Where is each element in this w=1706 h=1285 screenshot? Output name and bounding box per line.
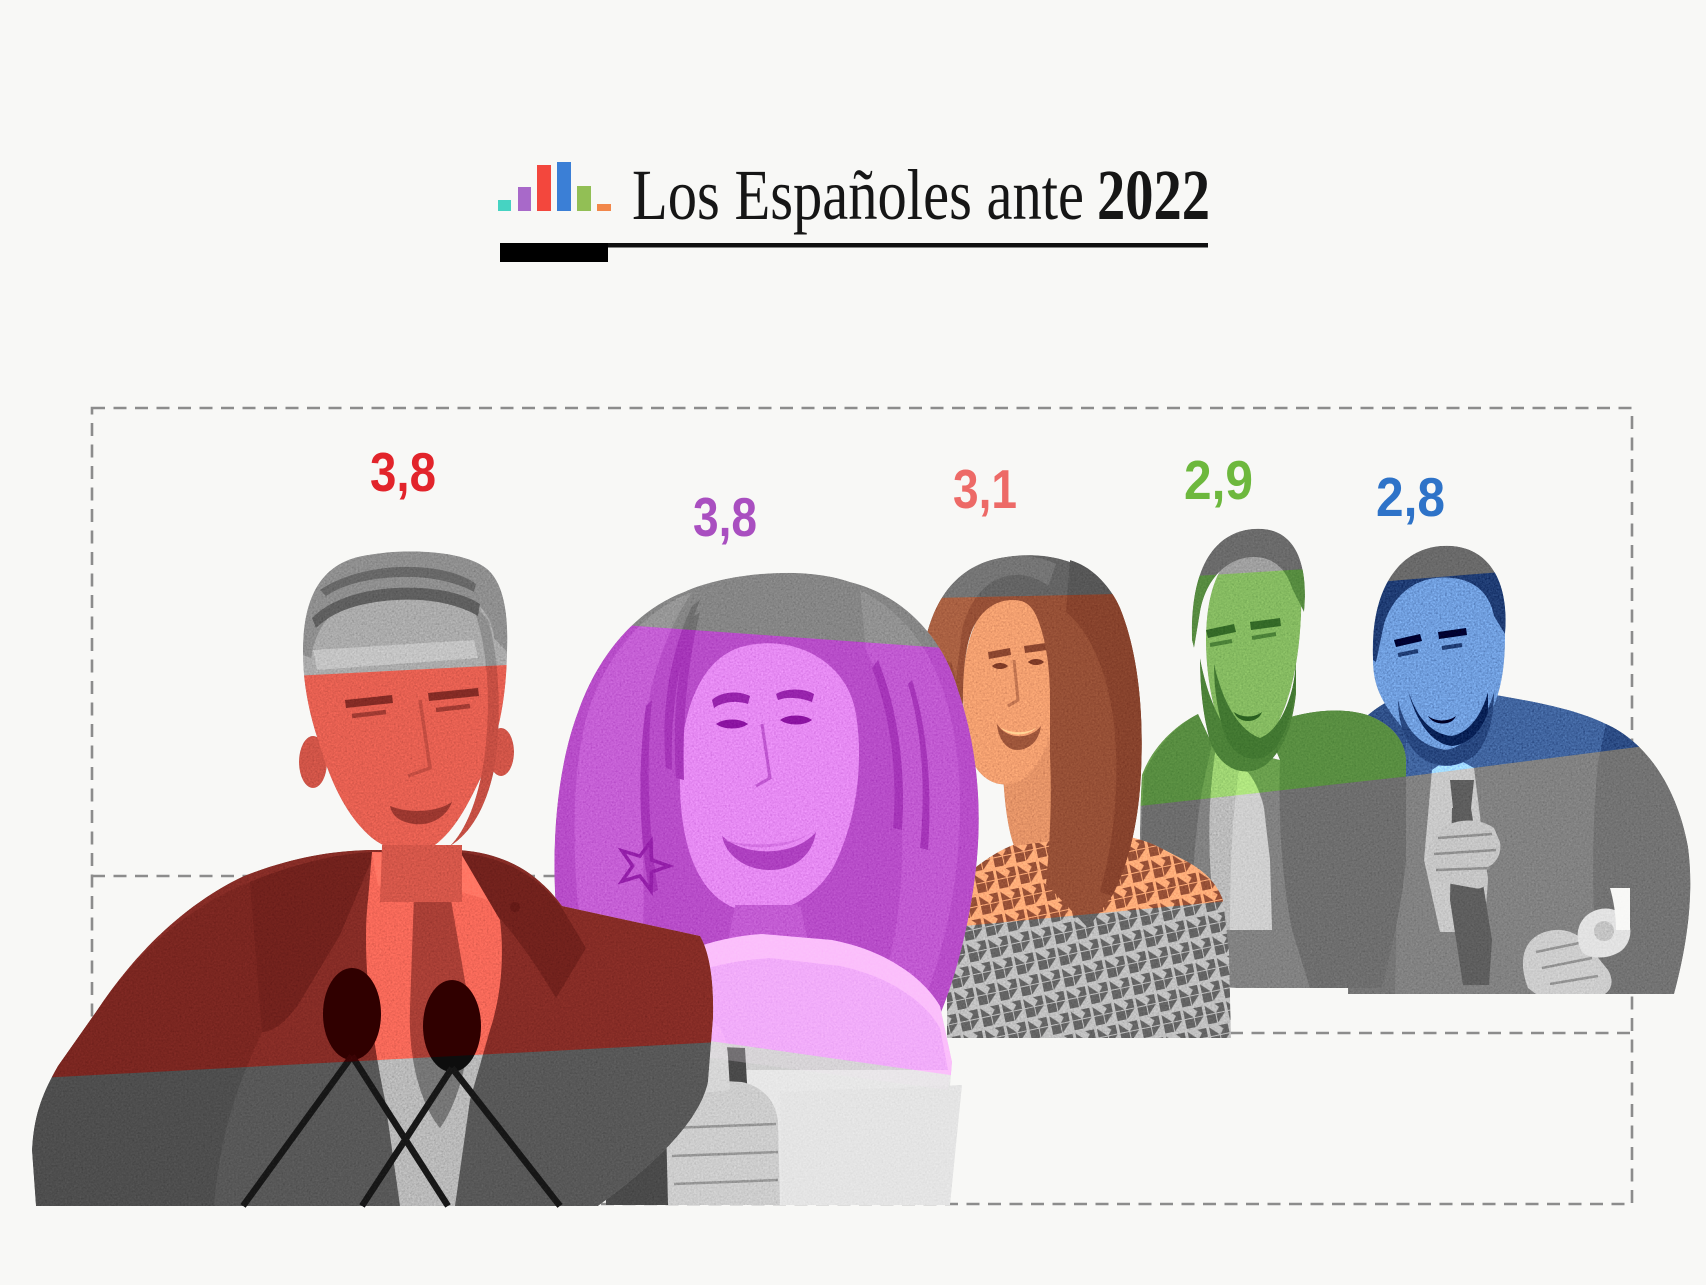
svg-text:2,9: 2,9 — [1184, 449, 1253, 511]
svg-text:2,8: 2,8 — [1376, 466, 1445, 528]
svg-text:3,1: 3,1 — [953, 458, 1017, 520]
svg-text:3,8: 3,8 — [370, 441, 436, 503]
svg-text:2022: 2022 — [1097, 155, 1210, 235]
svg-text:Los Españoles ante: Los Españoles ante — [632, 155, 1084, 235]
svg-text:3,8: 3,8 — [693, 486, 757, 548]
